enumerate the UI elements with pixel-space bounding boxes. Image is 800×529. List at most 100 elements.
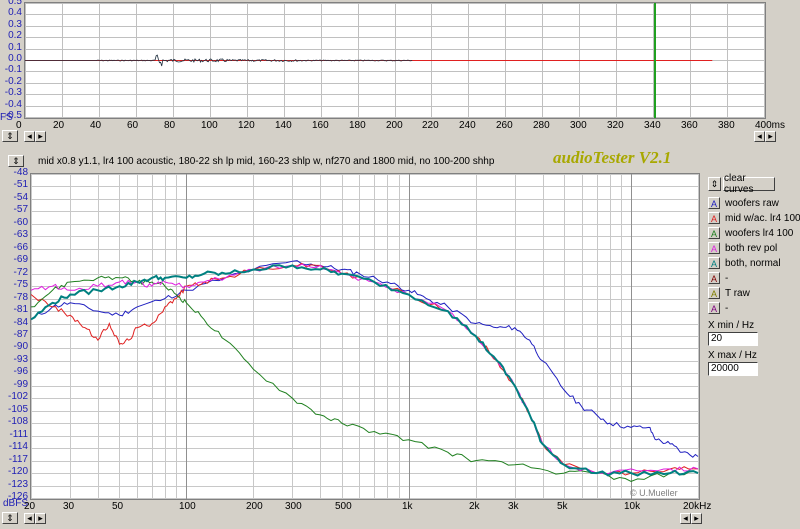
impulse-y-unit: FS [0,112,13,123]
app-brand: audioTester V2.1 [553,148,672,167]
legend-item-label: woofers lr4 100 [725,227,794,239]
freq-y-tick: -54 [13,192,28,203]
impulse-x-tick: 100 [201,120,218,131]
freq-y-tick: -111 [9,429,28,440]
xmax-field[interactable]: 20000 [708,362,758,376]
impulse-trace [25,54,413,67]
legend-item-label: - [725,302,729,314]
freq-y-tick: -84 [13,317,28,328]
xmin-field[interactable]: 20 [708,332,758,346]
freq-x-tick: 5k [557,501,568,512]
curve-toggle-button[interactable]: A [708,242,720,254]
main-y-scroll-button[interactable]: ⇕ [8,155,24,167]
xmin-label: X min / Hz [708,320,755,331]
impulse-x-tick: 320 [607,120,624,131]
impulse-y-tick: 0.4 [8,7,22,18]
freq-x-tick: 20kHz [683,501,712,512]
curve-toggle-button[interactable]: A [708,302,720,314]
impulse-y-scroll-button[interactable]: ⇕ [2,130,18,142]
impulse-y-tick: 0.0 [8,53,22,64]
freq-y-tick: -114 [8,441,28,452]
freq-scroll-left-button[interactable]: ◂ [24,513,35,524]
freq-scroll-right-button[interactable]: ▸ [35,513,46,524]
impulse-x-tick: 160 [312,120,329,131]
freq-y-tick: -66 [13,242,28,253]
impulse-y-tick: -0.2 [4,76,22,87]
legend-item-label: mid w/ac. lr4 100 [725,212,800,224]
impulse-y-tick: -0.5 [4,110,22,121]
impulse-scroll-left-button[interactable]: ◂ [24,131,35,142]
impulse-y-tick: -0.1 [4,64,22,75]
curve-toggle-button[interactable]: A [708,257,720,269]
impulse-y-tick: 0.5 [8,0,22,7]
freq-scroll-left-button-2[interactable]: ◂ [680,513,691,524]
impulse-x-tick: 240 [459,120,476,131]
frequency-chart[interactable] [30,173,700,500]
freq-x-tick: 500 [335,501,352,512]
freq-y-tick: -96 [13,366,28,377]
freq-y-tick: -99 [13,379,28,390]
curve-toggle-button[interactable]: A [708,197,720,209]
impulse-x-tick: 200 [386,120,403,131]
impulse-x-tick: 0 [16,120,22,131]
legend-item-label: T raw [725,287,750,299]
freq-y-tick: -105 [7,404,28,415]
freq-y-tick: -78 [13,292,28,303]
impulse-scroll-left-button-2[interactable]: ◂ [754,131,765,142]
freq-y-tick: -123 [7,479,28,490]
freq-x-tick: 1k [402,501,413,512]
legend-scroll-button[interactable]: ⇕ [708,177,721,191]
xmax-label: X max / Hz [708,350,757,361]
impulse-y-tick: -0.3 [4,87,22,98]
freq-series-line [31,264,699,477]
legend-item[interactable]: A- [708,271,728,285]
freq-y-tick: -72 [13,267,28,278]
curve-toggle-button[interactable]: A [708,227,720,239]
impulse-scroll-right-button[interactable]: ▸ [35,131,46,142]
freq-y-tick: -90 [13,341,28,352]
curve-toggle-button[interactable]: A [708,212,720,224]
impulse-x-tick: 360 [681,120,698,131]
impulse-x-tick: 400ms [755,120,786,131]
impulse-x-tick: 280 [533,120,550,131]
credit-label: © U.Mueller [630,488,678,498]
impulse-y-tick: 0.2 [8,30,22,41]
freq-y-tick: -126 [7,491,28,502]
impulse-scroll-right-button-2[interactable]: ▸ [765,131,776,142]
freq-y-tick: -48 [13,167,28,178]
freq-y-tick: -117 [8,454,28,465]
impulse-chart-svg [25,3,765,118]
freq-y-tick: -120 [7,466,28,477]
freq-y-tick: -102 [7,391,28,402]
legend-item[interactable]: A T raw [708,286,750,300]
freq-x-tick: 30 [63,501,75,512]
legend-item[interactable]: A- [708,301,728,315]
impulse-x-tick: 380 [718,120,735,131]
freq-x-tick: 2k [469,501,480,512]
impulse-x-tick: 300 [570,120,587,131]
freq-y-tick: -60 [13,217,28,228]
impulse-x-tick: 340 [644,120,661,131]
impulse-x-tick: 120 [238,120,255,131]
impulse-x-tick: 260 [496,120,513,131]
frequency-chart-svg [31,174,699,499]
freq-scroll-right-button-2[interactable]: ▸ [691,513,702,524]
curve-toggle-button[interactable]: A [708,272,720,284]
freq-x-tick: 200 [246,501,263,512]
impulse-chart[interactable] [24,2,766,119]
freq-x-tick: 20 [24,501,36,512]
curve-toggle-button[interactable]: A [708,287,720,299]
freq-y-scroll-button[interactable]: ⇕ [2,512,18,524]
impulse-x-tick: 60 [127,120,139,131]
freq-series-line [31,275,699,482]
freq-x-tick: 10k [624,501,641,512]
impulse-x-tick: 20 [53,120,65,131]
clear-curves-button[interactable]: clear curves [723,173,775,195]
impulse-x-tick: 140 [275,120,292,131]
impulse-y-tick: 0.1 [8,42,22,53]
